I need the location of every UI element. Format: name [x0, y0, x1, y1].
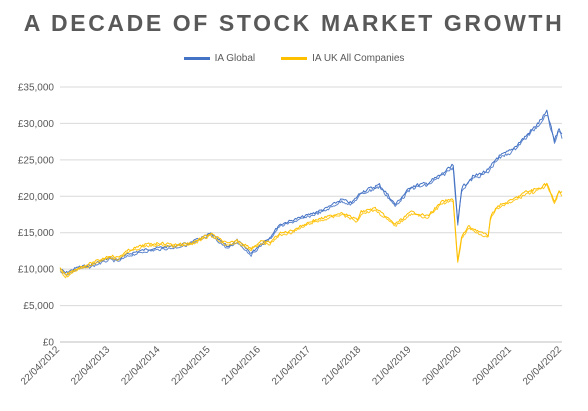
x-tick-label: 22/04/2015: [170, 344, 213, 387]
y-tick-label: £35,000: [18, 83, 55, 94]
x-tick-label: 22/04/2014: [119, 344, 162, 387]
y-tick-label: £20,000: [18, 192, 55, 203]
x-tick-label: 20/04/2021: [471, 344, 514, 387]
legend-swatch-ia-uk-all-companies: [281, 57, 308, 60]
legend-label-ia-global: IA Global: [214, 53, 256, 64]
series-line-ia-uk-all-companies: [59, 182, 563, 276]
legend-label-ia-uk-all-companies: IA UK All Companies: [312, 53, 405, 64]
y-tick-label: £15,000: [18, 228, 55, 239]
x-tick-label: 21/04/2019: [370, 344, 413, 387]
x-tick-label: 21/04/2017: [270, 344, 313, 387]
chart-title: A DECADE OF STOCK MARKET GROWTH: [23, 10, 565, 36]
x-tick-label: 22/04/2012: [19, 344, 62, 387]
legend: IA Global IA UK All Companies: [0, 53, 588, 64]
x-tick-label: 20/04/2022: [521, 344, 564, 387]
y-tick-label: £5,000: [23, 301, 54, 312]
series-line-ia-global: [59, 109, 563, 274]
legend-item-ia-uk-all-companies: IA UK All Companies: [281, 53, 404, 64]
x-tick-label: 20/04/2020: [421, 344, 464, 387]
y-tick-label: £30,000: [18, 119, 55, 130]
x-tick-label: 21/04/2018: [320, 344, 363, 387]
legend-swatch-ia-global: [183, 57, 210, 60]
series-line-ia-uk-all-companies: [59, 183, 563, 279]
series-line-ia-global: [59, 115, 563, 276]
y-tick-label: £10,000: [18, 265, 55, 276]
x-tick-label: 21/04/2016: [220, 344, 263, 387]
y-tick-label: £0: [43, 338, 55, 349]
y-tick-label: £25,000: [18, 155, 55, 166]
legend-item-ia-global: IA Global: [183, 53, 256, 64]
x-tick-label: 22/04/2013: [69, 344, 112, 387]
